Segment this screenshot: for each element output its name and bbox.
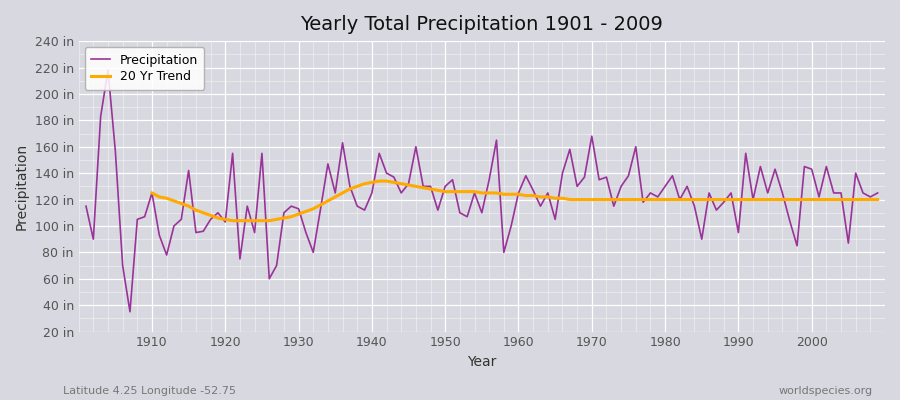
20 Yr Trend — [374, 179, 384, 184]
Text: worldspecies.org: worldspecies.org — [778, 386, 873, 396]
Precipitation — [520, 173, 531, 178]
20 Yr Trend — [594, 197, 605, 202]
Precipitation — [359, 208, 370, 212]
Y-axis label: Precipitation: Precipitation — [15, 143, 29, 230]
Legend: Precipitation, 20 Yr Trend: Precipitation, 20 Yr Trend — [85, 47, 204, 90]
Title: Yearly Total Precipitation 1901 - 2009: Yearly Total Precipitation 1901 - 2009 — [301, 15, 663, 34]
Precipitation — [872, 190, 883, 195]
20 Yr Trend — [147, 190, 158, 195]
Line: Precipitation: Precipitation — [86, 70, 878, 312]
Precipitation — [103, 68, 113, 72]
20 Yr Trend — [227, 218, 238, 223]
Precipitation — [124, 309, 135, 314]
20 Yr Trend — [293, 212, 304, 216]
20 Yr Trend — [828, 197, 839, 202]
Text: Latitude 4.25 Longitude -52.75: Latitude 4.25 Longitude -52.75 — [63, 386, 236, 396]
Precipitation — [315, 206, 326, 211]
Line: 20 Yr Trend: 20 Yr Trend — [152, 181, 878, 221]
20 Yr Trend — [322, 198, 333, 203]
20 Yr Trend — [536, 194, 546, 199]
X-axis label: Year: Year — [467, 355, 497, 369]
20 Yr Trend — [872, 197, 883, 202]
Precipitation — [81, 204, 92, 208]
Precipitation — [154, 233, 165, 238]
Precipitation — [616, 184, 626, 189]
Precipitation — [527, 188, 538, 193]
20 Yr Trend — [850, 197, 861, 202]
